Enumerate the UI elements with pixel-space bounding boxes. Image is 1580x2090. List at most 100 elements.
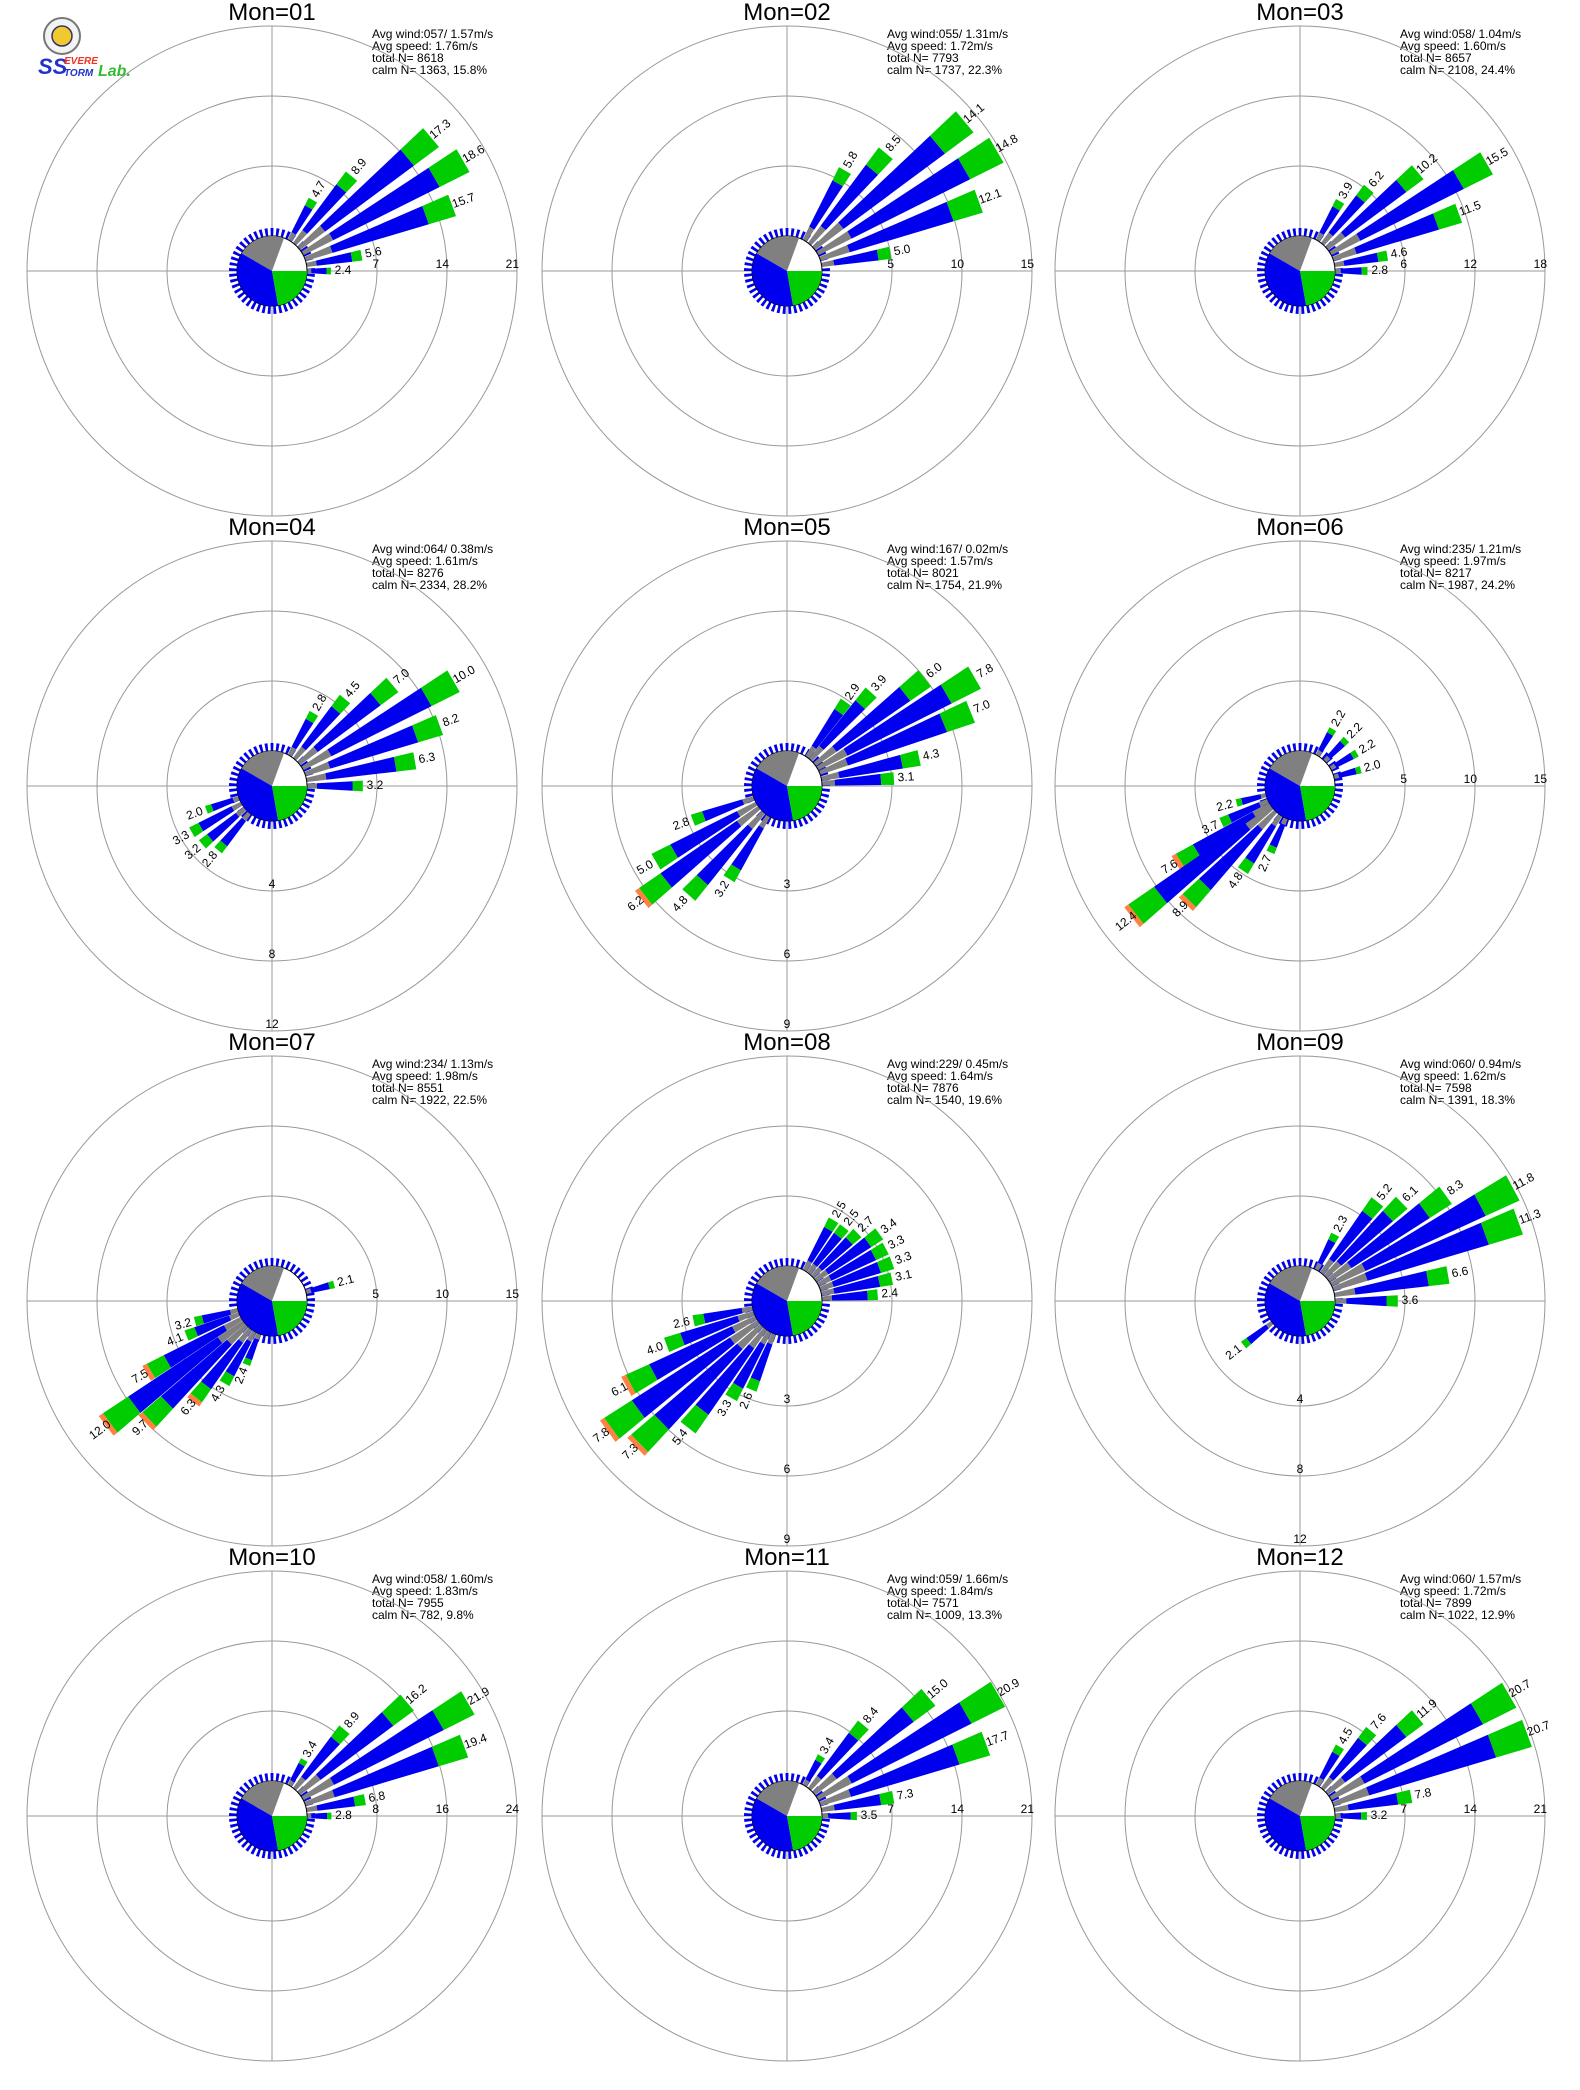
petal-low-segment: [809, 180, 843, 230]
petal-calm-segment: [292, 1776, 306, 1791]
minor-petal: [273, 305, 277, 314]
petal-calm-segment: [1333, 773, 1340, 779]
petal-value-label: 4.5: [1335, 1725, 1356, 1747]
minor-petal: [267, 820, 271, 829]
ring-label: 9: [784, 1017, 791, 1031]
minor-petal: [1289, 820, 1294, 829]
minor-petal: [1271, 752, 1279, 760]
minor-petal: [267, 305, 271, 314]
minor-petal: [1258, 771, 1268, 777]
minor-petal: [820, 1308, 830, 1313]
petal-low-segment: [1341, 1724, 1407, 1783]
minor-petal: [234, 287, 243, 294]
minor-petal: [788, 1850, 792, 1859]
minor-petal: [1257, 1308, 1267, 1313]
minor-petal: [744, 1303, 753, 1307]
minor-petal: [301, 1832, 310, 1839]
petal-mid-segment: [1332, 1744, 1344, 1756]
petal-value-label: 20.9: [995, 1675, 1023, 1699]
petal-mid-segment: [1175, 844, 1201, 868]
minor-petal: [1269, 1325, 1277, 1333]
petal-calm-segment: [821, 1804, 835, 1812]
stat-calm-n: calm N= 1540, 19.6%: [887, 1093, 1002, 1107]
calm-sector-gray: [756, 1265, 799, 1301]
petal-low-segment: [843, 684, 952, 756]
stat-avg-wind: Avg wind:229/ 0.45m/s: [887, 1057, 1008, 1071]
petal-mid-segment: [625, 1364, 658, 1394]
ring-label: 6: [784, 947, 791, 961]
ring-label: 21: [1021, 1802, 1035, 1816]
calm-sector-green: [1300, 1301, 1335, 1336]
petal-high-segment: [1124, 904, 1144, 928]
petal-value-label: 2.0: [1362, 757, 1382, 775]
petal-low-segment: [1326, 740, 1346, 760]
ring-label: 8: [1297, 1462, 1304, 1476]
petal-low-segment: [670, 811, 741, 858]
calm-sector-blue: [1264, 1283, 1307, 1337]
minor-petal: [1292, 1258, 1297, 1267]
petal-low-segment: [733, 1341, 766, 1389]
logo-seal-inner-icon: [51, 25, 73, 47]
petal-mid-segment: [1361, 267, 1368, 275]
petal-low-segment: [631, 1337, 735, 1418]
minor-petal: [1303, 228, 1308, 237]
minor-petal: [285, 231, 291, 240]
minor-petal: [815, 245, 824, 253]
petal-low-segment: [329, 167, 440, 241]
ring-label: 15: [1021, 257, 1035, 271]
minor-petal: [243, 237, 251, 245]
minor-petal: [1259, 1828, 1268, 1834]
minor-petal: [744, 1292, 753, 1297]
petal-mid-segment: [219, 1371, 235, 1387]
petal-value-label: 4.8: [1225, 869, 1246, 891]
calm-sector-green: [272, 1301, 307, 1336]
minor-petal: [297, 1271, 305, 1279]
petal-low-segment: [225, 1339, 252, 1377]
minor-petal: [790, 1773, 795, 1782]
minor-petal: [815, 760, 824, 768]
ring-label: 8: [372, 1802, 379, 1816]
petal-value-label: 3.9: [1335, 179, 1356, 201]
minor-petal: [302, 1280, 312, 1287]
petal-low-segment: [311, 1812, 327, 1820]
minor-petal: [1257, 777, 1266, 782]
minor-petal: [229, 1813, 238, 1816]
minor-petal: [235, 1790, 244, 1798]
minor-petal: [1257, 1813, 1266, 1816]
minor-petal: [785, 1258, 789, 1266]
minor-petal: [1263, 1790, 1272, 1798]
petal-low-segment: [1338, 767, 1357, 778]
petal-value-label: 8.9: [341, 1709, 363, 1731]
minor-petal: [1328, 1790, 1337, 1798]
petal-low-segment: [290, 1762, 305, 1783]
petal-low-segment: [1319, 1751, 1340, 1780]
petal-value-label: 3.2: [367, 778, 384, 792]
petal-calm-segment: [229, 1312, 241, 1321]
petal-low-segment: [291, 718, 314, 750]
minor-petal: [806, 298, 814, 307]
petal-mid-segment: [327, 1812, 332, 1820]
petal-value-label: 7.0: [390, 665, 412, 687]
minor-petal: [1301, 1850, 1305, 1859]
minor-petal: [795, 229, 801, 238]
calm-sector-blue: [751, 768, 794, 822]
petal-value-label: 18.6: [460, 142, 488, 166]
minor-petal: [248, 233, 255, 242]
petal-value-label: 2.8: [1371, 263, 1388, 277]
calm-sector-green: [1300, 271, 1335, 306]
petal-calm-segment: [1332, 247, 1357, 261]
petal-low-segment: [1354, 213, 1439, 255]
minor-petal: [267, 1850, 271, 1859]
petal-low-segment: [833, 1276, 881, 1294]
minor-petal: [1273, 1328, 1281, 1337]
minor-petal: [750, 760, 759, 768]
logo-word-torm: TORM: [64, 68, 94, 79]
petal-value-label: 10.0: [450, 662, 478, 686]
minor-petal: [779, 1258, 784, 1267]
minor-petal: [1276, 748, 1283, 757]
